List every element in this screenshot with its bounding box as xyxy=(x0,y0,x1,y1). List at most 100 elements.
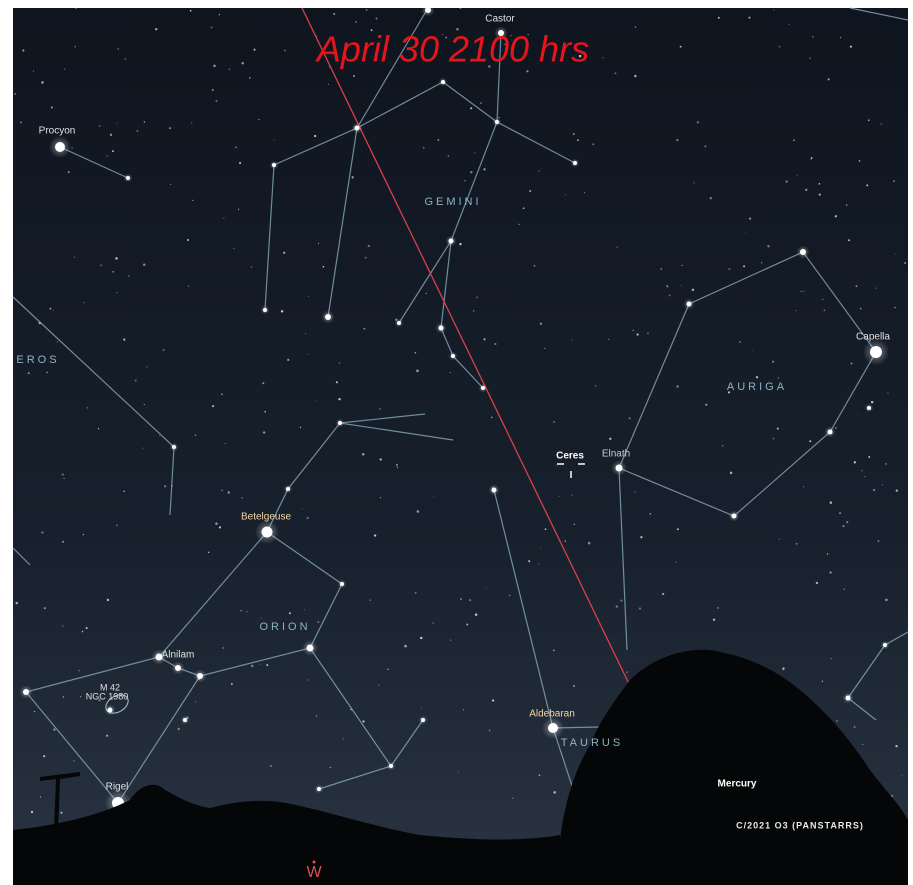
star xyxy=(433,496,434,497)
star xyxy=(620,599,622,601)
sky-label: W xyxy=(306,864,322,881)
star xyxy=(856,285,858,287)
star xyxy=(378,685,379,686)
star xyxy=(308,296,309,297)
sky-label: NGC 1980 xyxy=(86,691,129,701)
star xyxy=(325,314,331,320)
star xyxy=(895,254,896,255)
star xyxy=(355,126,360,131)
star xyxy=(881,123,882,124)
star xyxy=(539,171,540,172)
star xyxy=(83,302,84,303)
star xyxy=(240,610,242,612)
star xyxy=(660,268,662,270)
star xyxy=(836,720,838,722)
star xyxy=(31,811,33,813)
star xyxy=(251,266,252,267)
star xyxy=(680,46,682,48)
star xyxy=(50,308,52,310)
star xyxy=(212,405,214,407)
star xyxy=(540,548,541,549)
star xyxy=(650,513,651,514)
star xyxy=(577,139,579,141)
star xyxy=(238,209,239,210)
star xyxy=(595,385,596,386)
star xyxy=(221,394,222,395)
star xyxy=(307,679,308,680)
star xyxy=(338,421,342,425)
star xyxy=(819,183,821,185)
star xyxy=(208,552,209,553)
star xyxy=(415,352,417,354)
star xyxy=(259,664,260,665)
star xyxy=(676,385,678,387)
star xyxy=(116,525,118,527)
star xyxy=(333,13,335,15)
star xyxy=(272,163,276,167)
star xyxy=(62,473,64,475)
star xyxy=(46,372,47,373)
star xyxy=(553,791,556,794)
star xyxy=(797,175,798,176)
star xyxy=(215,100,217,102)
star xyxy=(307,645,314,652)
star xyxy=(380,458,382,460)
star xyxy=(883,643,887,647)
star xyxy=(374,534,376,536)
star xyxy=(859,160,861,162)
star xyxy=(20,121,22,123)
sky-label: Castor xyxy=(485,14,515,25)
star xyxy=(864,476,865,477)
star xyxy=(80,696,81,697)
star xyxy=(195,435,196,436)
star xyxy=(450,639,452,641)
star xyxy=(713,619,715,621)
star xyxy=(893,180,895,182)
star xyxy=(523,207,525,209)
star xyxy=(123,338,125,340)
star xyxy=(866,184,868,186)
star xyxy=(783,667,785,669)
star xyxy=(534,265,536,267)
star xyxy=(51,107,53,109)
star xyxy=(338,398,340,400)
star xyxy=(351,176,353,178)
star xyxy=(717,607,718,608)
star xyxy=(805,189,807,191)
star xyxy=(43,755,45,757)
star xyxy=(40,796,41,797)
star xyxy=(192,200,193,201)
star xyxy=(362,720,364,722)
star xyxy=(183,718,187,722)
star xyxy=(528,560,530,562)
title: April 30 2100 hrs xyxy=(315,29,589,70)
star xyxy=(904,262,906,264)
screenshot: April 30 2100 hrs CastorProcyonGEMINIERO… xyxy=(0,0,913,885)
star xyxy=(489,730,490,731)
star xyxy=(100,264,102,266)
star xyxy=(223,218,224,219)
star xyxy=(499,117,500,118)
star xyxy=(397,467,398,468)
star xyxy=(143,264,145,266)
star xyxy=(722,445,724,447)
star xyxy=(115,257,118,260)
sky-label: Rigel xyxy=(106,782,129,793)
star xyxy=(211,26,213,28)
star xyxy=(868,456,870,458)
star xyxy=(896,489,898,491)
star xyxy=(343,738,344,739)
star xyxy=(749,218,751,220)
star xyxy=(473,310,475,312)
star xyxy=(404,645,407,648)
star xyxy=(728,268,730,270)
star xyxy=(796,310,797,311)
star xyxy=(283,252,285,254)
star xyxy=(262,527,273,538)
star xyxy=(779,46,781,48)
star xyxy=(640,536,642,538)
sky-label: C/2021 O3 (PANSTARRS) xyxy=(736,820,864,830)
sky-label: Betelgeuse xyxy=(241,512,291,523)
star xyxy=(304,609,305,610)
star xyxy=(146,366,147,367)
